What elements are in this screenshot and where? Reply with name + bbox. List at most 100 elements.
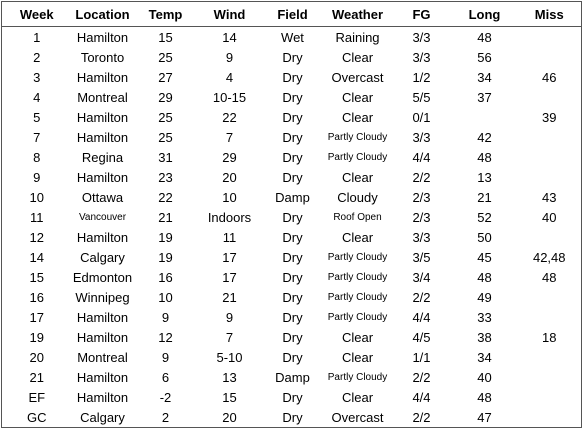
table-cell: 22 [222,109,237,125]
table-cell: 50 [477,229,492,245]
table-cell: 2/2 [412,369,431,385]
table-row: 3 Hamilton 27 4 Dry Overcast 1/2 34 46 [2,67,582,87]
empty-cell [518,307,582,327]
table-cell: 3 [33,69,41,85]
table-cell: 3/3 [412,229,431,245]
table-row: 21 Hamilton 6 13 Damp Partly Cloudy 2/2 40 [2,367,582,387]
column-header: Field [261,1,324,27]
table-cell: Clear [341,389,374,405]
table-row: 4 Montreal 29 10-15 Dry Clear 5/5 37 [2,87,582,107]
table-cell: 23 [158,169,173,185]
table-cell: 20 [29,349,44,365]
table-cell: Toronto [80,49,125,65]
table-cell: -2 [159,389,172,405]
column-header: Location [71,1,134,27]
table-cell: Dry [282,89,303,105]
table-cell: 4/4 [412,389,431,405]
table-cell: Dry [282,129,303,145]
empty-cell [518,47,582,67]
table-cell: 4 [225,69,234,85]
table-cell: Clear [341,49,374,65]
table-cell: Montreal [77,89,128,105]
table-cell: 48 [477,389,492,405]
table-cell: 17 [222,269,237,285]
table-cell: Clear [341,329,374,345]
table-cell: Dry [282,169,303,185]
table-cell: 15 [158,29,173,45]
table-cell: 5-10 [216,349,243,365]
column-header: Wind [197,1,262,27]
table-cell: Cloudy [337,189,378,205]
table-cell: 15 [222,389,237,405]
table-cell: 2/2 [412,409,431,425]
table-cell: Hamilton [76,329,129,345]
table-cell: 15 [29,269,44,285]
empty-cell [518,287,582,307]
empty-cell [518,167,582,187]
table-cell: Winnipeg [75,289,130,305]
table-cell: 8 [33,149,41,165]
table-row: 19 Hamilton 12 7 Dry Clear 4/5 38 18 [2,327,582,347]
table-cell: 5/5 [412,89,431,105]
table-cell: 46 [542,69,557,85]
table-cell: 1/2 [412,69,431,85]
table-cell: 20 [222,409,237,425]
empty-cell [518,387,582,407]
table-cell: Clear [341,169,374,185]
table-cell: 3/3 [412,129,431,145]
table-cell: Montreal [77,349,128,365]
empty-cell [518,147,582,167]
table-cell: Edmonton [72,269,133,285]
table-cell: Raining [335,29,380,45]
table-cell: 34 [477,69,492,85]
table-cell: 9 [161,349,170,365]
column-header: Week [1,1,72,27]
header-row: Week Location Temp Wind Field Weather FG Long Mi… [1,1,582,27]
table-cell: 12 [158,329,173,345]
table-cell: 12 [29,229,44,245]
table-row: 11 Vancouver 21 Indoors Dry Roof Open 2/3 52 40 [2,207,582,227]
table-cell: Hamilton [76,309,129,325]
table-row: 12 Hamilton 19 11 Dry Clear 3/3 50 [2,227,582,247]
table-cell: 1 [33,29,41,45]
table-cell: Dry [282,389,303,405]
table-cell: 48 [477,149,492,165]
table-cell: Indoors [207,209,252,225]
empty-cell [518,367,582,387]
table-cell: 3/4 [412,269,431,285]
empty-cell [452,107,518,127]
table-cell: 22 [158,189,173,205]
column-header: Long [451,1,518,27]
table-cell: Hamilton [76,389,129,405]
table-cell: 45 [477,249,492,265]
table-cell: 2/3 [412,209,431,225]
table-cell: 19 [158,229,173,245]
table-cell: 9 [33,169,41,185]
table-cell: Dry [282,269,303,285]
table-cell: 47 [477,409,492,425]
table-cell: 10 [222,189,237,205]
table-cell: 40 [477,369,492,385]
table-cell: 10 [158,289,173,305]
table-cell: Partly Cloudy [327,131,388,143]
table-cell: Clear [341,229,374,245]
table-cell: Overcast [331,69,384,85]
empty-cell [518,87,582,107]
table-cell: Dry [282,109,303,125]
table-cell: Overcast [331,409,384,425]
table-cell: Hamilton [76,369,129,385]
table-cell: 25 [158,129,173,145]
table-row: 17 Hamilton 9 9 Dry Partly Cloudy 4/4 33 [2,307,582,327]
table-cell: 3/5 [412,249,431,265]
table-cell: Partly Cloudy [327,371,388,383]
table-cell: 4/4 [412,309,431,325]
table-cell: Hamilton [76,169,129,185]
table-cell: 1/1 [412,349,431,365]
table-cell: 21 [222,289,237,305]
table-cell: 2/3 [412,189,431,205]
table-cell: 29 [222,149,237,165]
table-cell: 4 [33,89,41,105]
table-cell: 11 [30,209,44,225]
column-header: Weather [323,1,392,27]
